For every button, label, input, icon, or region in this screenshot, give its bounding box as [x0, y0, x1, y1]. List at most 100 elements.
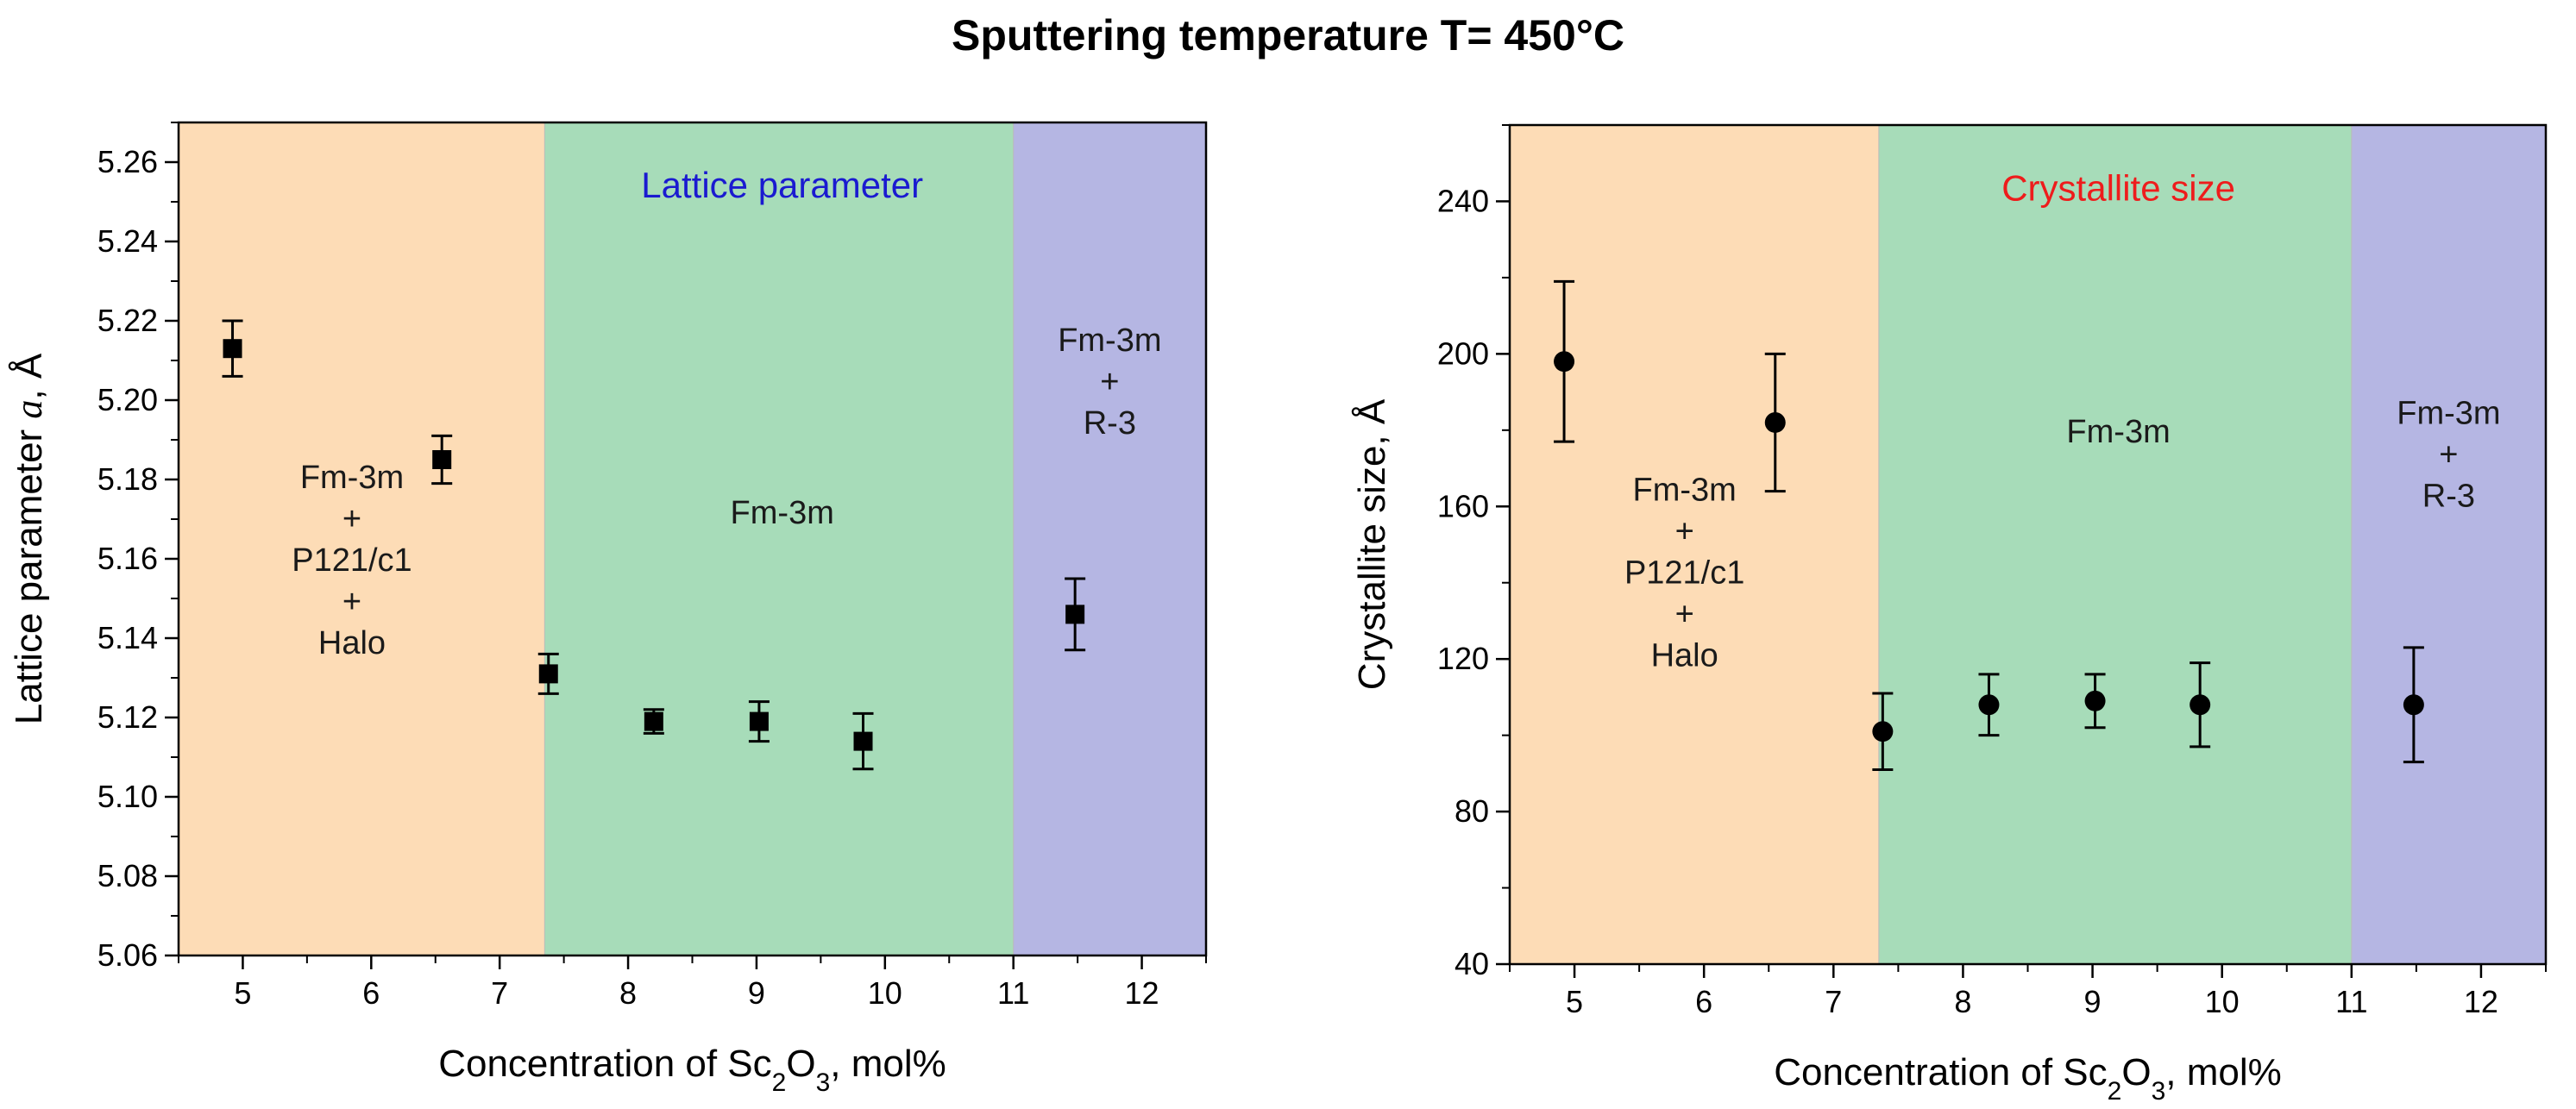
marker-square [853, 731, 873, 751]
y-axis-label: Crystallite size, Å [1351, 398, 1393, 690]
phase-label-0: Fm-3m + P121/c1 + Halo [292, 460, 412, 661]
x-tick-label: 12 [2464, 984, 2498, 1019]
phase-label-line: Fm-3m [1633, 472, 1737, 508]
y-tick-label: 240 [1437, 183, 1489, 218]
phase-label-line: Fm-3m [2066, 414, 2170, 450]
crystallite-size-label: Crystallite size [2001, 168, 2235, 209]
x-tick-label: 8 [1954, 984, 1971, 1019]
phase-label-line: + [1675, 513, 1694, 549]
phase-label-1: Fm-3m [2066, 414, 2170, 450]
y-tick-label: 5.06 [97, 937, 158, 973]
y-tick-label: 5.26 [97, 144, 158, 179]
marker-circle [1978, 694, 2000, 716]
phase-label-line: + [342, 501, 361, 537]
y-tick-label: 5.08 [97, 858, 158, 893]
lattice-parameter-chart: Fm-3m + P121/c1 + Halo Fm-3m Fm-3m + R-3 Lattice … [8, 121, 1208, 1097]
x-tick-label: 11 [997, 975, 1029, 1011]
lattice-parameter-label: Lattice parameter [641, 165, 923, 205]
data-point-2 [1872, 692, 1894, 771]
phase-label-line: P121/c1 [292, 542, 412, 579]
phase-region-2 [1013, 122, 1206, 955]
data-point-1 [431, 434, 453, 486]
phase-label-line: Fm-3m [300, 460, 404, 496]
marker-circle [2190, 694, 2211, 716]
data-point-5 [852, 711, 874, 771]
y-tick-label: 5.14 [97, 620, 158, 655]
data-point-2 [537, 652, 559, 695]
phase-region-2 [2351, 125, 2546, 964]
x-tick-label: 6 [362, 975, 380, 1011]
phase-label-line: R-3 [2422, 478, 2475, 514]
marker-circle [1764, 411, 1786, 433]
data-point-4 [748, 700, 770, 743]
marker-square [749, 711, 769, 731]
data-point-6 [2403, 646, 2424, 764]
y-tick-label: 5.12 [97, 699, 158, 735]
x-tick-label: 10 [2205, 984, 2240, 1019]
y-tick-label: 120 [1437, 641, 1489, 676]
x-tick-label: 9 [2084, 984, 2102, 1019]
crystallite-size-chart: Fm-3m + P121/c1 + Halo Fm-3m Fm-3m + R-3 Crystall… [1351, 123, 2548, 1106]
y-tick-label: 5.22 [97, 303, 158, 338]
data-point-0 [1554, 279, 1575, 443]
y-tick-label: 40 [1454, 946, 1489, 981]
phase-label-1: Fm-3m [731, 495, 834, 531]
x-tick-label: 11 [2335, 984, 2367, 1019]
data-point-5 [2190, 661, 2211, 749]
y-axis-label: Lattice parameter a, Å [8, 353, 50, 724]
y-tick-label: 5.24 [97, 223, 158, 259]
phase-label-2: Fm-3m + R-3 [2397, 395, 2500, 514]
marker-square [644, 711, 663, 731]
y-tick-label: 160 [1437, 488, 1489, 523]
x-tick-label: 7 [491, 975, 508, 1011]
marker-square [1065, 605, 1085, 624]
phase-label-line: + [342, 584, 361, 620]
phase-label-line: Fm-3m [731, 495, 834, 531]
marker-square [432, 450, 452, 469]
y-tick-label: 5.18 [97, 461, 158, 497]
phase-label-line: R-3 [1084, 405, 1136, 442]
figure-title: Sputtering temperature T= 450°C [952, 11, 1624, 60]
phase-label-2: Fm-3m + R-3 [1058, 323, 1161, 442]
x-tick-label: 8 [619, 975, 637, 1011]
data-point-0 [222, 319, 243, 378]
data-point-1 [1764, 352, 1786, 493]
x-tick-label: 7 [1825, 984, 1842, 1019]
phase-label-0: Fm-3m + P121/c1 + Halo [1624, 472, 1744, 674]
x-tick-label: 10 [868, 975, 902, 1011]
phase-label-line: P121/c1 [1624, 554, 1744, 591]
x-tick-label: 9 [748, 975, 765, 1011]
x-tick-label: 5 [234, 975, 251, 1011]
phase-label-line: Halo [1651, 637, 1718, 674]
data-point-3 [643, 708, 664, 735]
marker-circle [2084, 690, 2106, 711]
data-point-4 [2084, 673, 2106, 730]
phase-label-line: + [1100, 364, 1119, 400]
phase-label-line: + [2439, 436, 2458, 473]
phase-region-1 [544, 122, 1014, 955]
phase-label-line: Halo [318, 625, 386, 661]
phase-region-1 [1878, 125, 2352, 964]
x-axis-label: Concentration of Sc2O3, mol% [438, 1043, 946, 1097]
phase-region-0 [1510, 125, 1879, 964]
phase-label-line: Fm-3m [1058, 323, 1161, 359]
y-tick-label: 5.10 [97, 779, 158, 814]
marker-circle [1872, 721, 1894, 742]
phase-label-line: + [1675, 596, 1694, 632]
phase-region-0 [179, 122, 545, 955]
marker-square [223, 339, 242, 359]
marker-circle [1554, 351, 1575, 373]
y-tick-label: 5.20 [97, 382, 158, 417]
data-point-6 [1065, 577, 1086, 652]
phase-label-line: Fm-3m [2397, 395, 2500, 431]
x-axis-label: Concentration of Sc2O3, mol% [1774, 1051, 2282, 1106]
marker-circle [2403, 694, 2424, 716]
y-tick-label: 5.16 [97, 541, 158, 576]
x-tick-label: 12 [1125, 975, 1159, 1011]
y-tick-label: 200 [1437, 335, 1489, 371]
data-point-3 [1978, 673, 2000, 737]
y-tick-label: 80 [1454, 793, 1489, 829]
marker-square [538, 664, 558, 684]
x-tick-label: 6 [1695, 984, 1712, 1019]
x-tick-label: 5 [1566, 984, 1583, 1019]
